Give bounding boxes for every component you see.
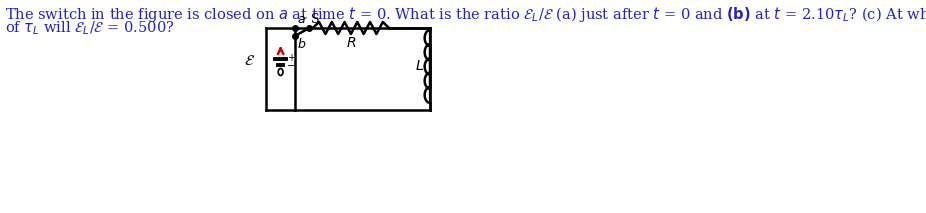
Text: of $\tau_L$ will $\mathcal{E}_L$/$\mathcal{E}$ = 0.500?: of $\tau_L$ will $\mathcal{E}_L$/$\mathc… (6, 19, 175, 37)
Circle shape (278, 69, 283, 75)
Text: $a$: $a$ (297, 13, 306, 26)
Text: $b$: $b$ (297, 37, 307, 51)
Text: −: − (287, 61, 294, 71)
Text: The switch in the figure is closed on $a$ at time $t$ = 0. What is the ratio $\m: The switch in the figure is closed on $a… (6, 5, 926, 24)
Text: +: + (287, 53, 294, 63)
Text: $R$: $R$ (345, 36, 357, 50)
Text: $L$: $L$ (415, 59, 424, 73)
Text: $\mathcal{E}$: $\mathcal{E}$ (244, 54, 256, 68)
Text: S: S (310, 13, 319, 26)
